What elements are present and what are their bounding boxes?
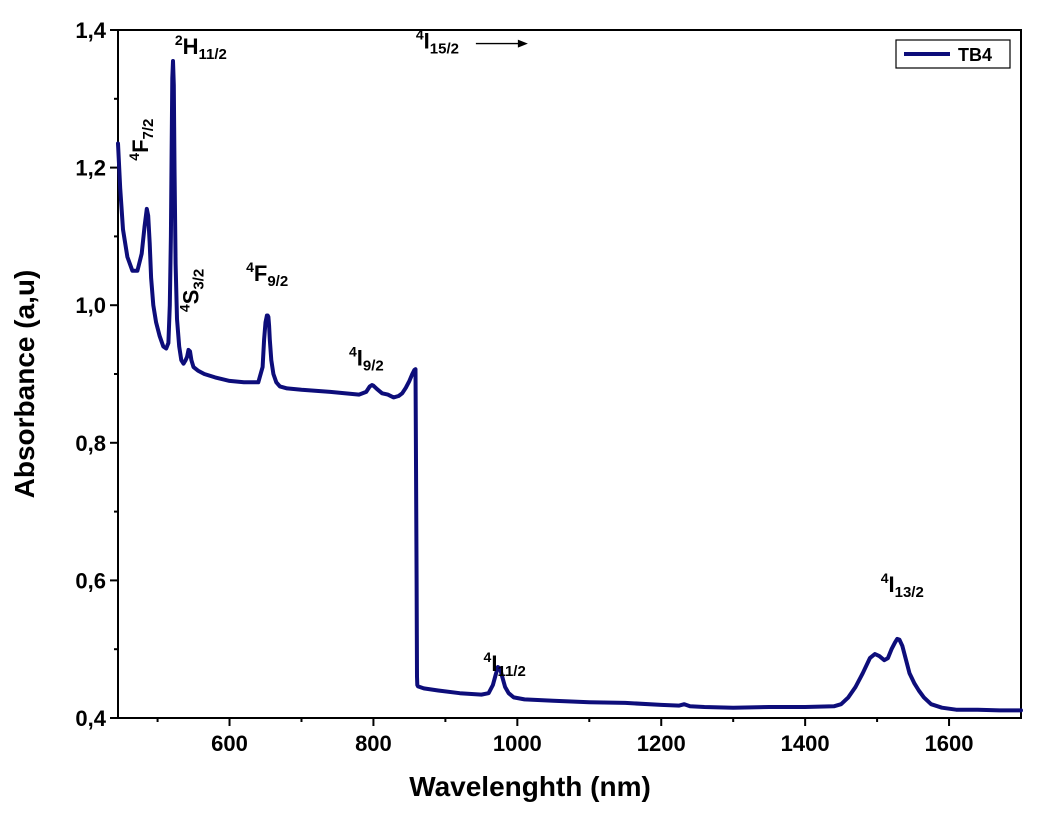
y-tick-label: 1,2: [75, 156, 106, 181]
y-tick-label: 1,0: [75, 293, 106, 318]
x-axis-title: Wavelenghth (nm): [409, 771, 651, 802]
arrow-head-icon: [517, 39, 528, 48]
peak-label-4s3-2: 4S3/2: [177, 269, 208, 312]
peak-label-4i15-2: 4I15/2: [416, 27, 459, 58]
y-tick-label: 0,4: [75, 706, 106, 731]
axes: 0,4 0,6 0,8 1,0 1,2 1,4 600 800 1000 1200 1400 1600: [75, 18, 1022, 756]
annotations: 4F7/2 2H11/2 4S3/2 4F9/2 4I9/2 4I11/2 4I13/2 4I…: [126, 27, 924, 681]
x-tick-label: 800: [355, 731, 392, 756]
legend: TB4: [895, 39, 1011, 69]
x-tick-label: 1000: [493, 731, 542, 756]
series-layer: [116, 59, 1023, 713]
x-tick-label: 600: [211, 731, 248, 756]
peak-label-2h11-2: 2H11/2: [175, 32, 227, 63]
peak-label-4i9-2: 4I9/2: [349, 344, 384, 375]
legend-label: TB4: [958, 45, 992, 65]
x-tick-label: 1600: [925, 731, 974, 756]
x-tick-label: 1400: [781, 731, 830, 756]
y-tick-label: 1,4: [75, 18, 106, 43]
series-line-tb4: [116, 59, 1023, 713]
peak-label-4i11-2: 4I11/2: [484, 649, 526, 680]
y-axis-title: Absorbance (a,u): [9, 270, 40, 499]
peak-label-4f7-2: 4F7/2: [126, 119, 157, 161]
y-tick-label: 0,8: [75, 431, 106, 456]
y-tick-label: 0,6: [75, 568, 106, 593]
peak-label-4i13-2: 4I13/2: [881, 570, 924, 601]
peak-label-4f9-2: 4F9/2: [246, 259, 288, 290]
x-tick-label: 1200: [637, 731, 686, 756]
plot-frame: [117, 29, 1022, 719]
